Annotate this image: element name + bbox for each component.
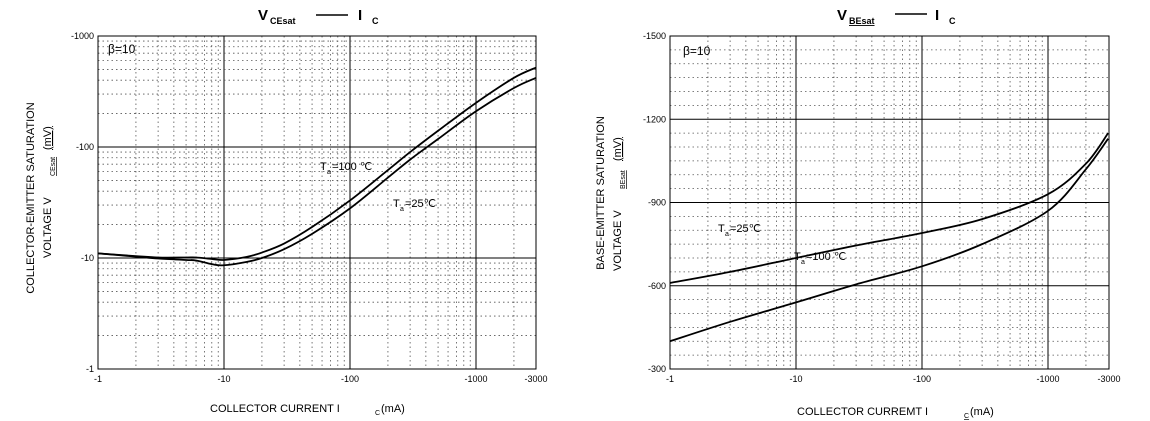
y-label-unit: (mV) <box>42 126 54 150</box>
series-line <box>669 138 1109 343</box>
series-label-text: =100 ℃ <box>806 251 846 263</box>
title-ic: I <box>358 7 362 24</box>
x-tick-label: -1000 <box>464 374 487 384</box>
series-lines <box>669 132 1109 343</box>
x-tick-label: -10 <box>789 374 802 384</box>
series-label-sub: a <box>400 206 404 213</box>
x-axis-label: COLLECTOR CURREMT I C (mA) <box>797 406 994 420</box>
series-label-25c: T a =25℃ <box>393 198 436 213</box>
series-line <box>669 132 1109 284</box>
title-v: V <box>258 7 268 24</box>
x-tick-label: -10 <box>217 374 230 384</box>
vbesat-chart: V BEsat I C -1 -10 -100 -1000 -3000 -300 -600… <box>595 7 1121 420</box>
y-tick-label: -1200 <box>643 114 666 124</box>
y-label-line1: COLLECTOR-EMITTER SATURATION <box>25 102 37 293</box>
x-label-unit: (mA) <box>970 406 994 418</box>
vcesat-chart-panel: V CEsat I C -1 -10 -100 -1000 -3000 -1 -10 -10… <box>25 7 548 417</box>
series-label-text: =25℃ <box>405 198 436 210</box>
series-label-t: T <box>320 161 327 173</box>
y-tick-label: -1500 <box>643 31 666 41</box>
series-line <box>97 66 537 261</box>
y-axis-label: COLLECTOR-EMITTER SATURATION VOLTAGE V C… <box>25 102 57 293</box>
x-axis-label: COLLECTOR CURRENT I C (mA) <box>210 403 405 417</box>
x-tick-labels: -1 -10 -100 -1000 -3000 <box>94 374 548 384</box>
title-v: V <box>837 7 847 24</box>
y-label-line1: BASE-EMITTER SATURATION <box>595 116 607 270</box>
title-ic: I <box>935 7 939 24</box>
x-label-text: COLLECTOR CURRENT <box>210 403 337 415</box>
y-tick-label: -300 <box>648 364 666 374</box>
title-ic-sub: C <box>949 16 956 26</box>
y-label-line2: VOLTAGE V <box>612 210 624 271</box>
series-label-100c: T a =100 ℃ <box>794 251 846 266</box>
series-label-sub: a <box>801 259 805 266</box>
title-v-sub: CEsat <box>270 16 296 26</box>
vcesat-chart: V CEsat I C -1 -10 -100 -1000 -3000 -1 -10 -10… <box>25 7 548 417</box>
y-label-line2: VOLTAGE V <box>42 197 54 258</box>
series-label-text: =100 ℃ <box>332 161 372 173</box>
y-tick-label: -10 <box>81 253 94 263</box>
svg-text:COLLECTOR CURRENT I: COLLECTOR CURRENT I <box>210 403 340 415</box>
x-tick-label: -100 <box>913 374 931 384</box>
y-label-unit: (mV) <box>612 137 624 161</box>
y-tick-label: -1000 <box>71 31 94 41</box>
chart-title: V BEsat I C <box>837 7 956 26</box>
x-label-symbol: I <box>925 406 928 418</box>
grid <box>98 36 536 369</box>
x-tick-label: -1000 <box>1036 374 1059 384</box>
series-line <box>97 76 537 267</box>
x-label-sub: C <box>375 410 380 417</box>
chart-title: V CEsat I C <box>258 7 379 26</box>
x-tick-label: -100 <box>341 374 359 384</box>
series-label-text: =25℃ <box>730 223 761 235</box>
beta-label: β=10 <box>683 44 711 58</box>
x-tick-label: -1 <box>666 374 674 384</box>
x-label-sub: C <box>964 413 969 420</box>
plot-frame <box>669 35 1110 370</box>
title-ic-sub: C <box>372 16 379 26</box>
y-label-sub: CEsat <box>50 157 57 176</box>
y-tick-labels: -300 -600 -900 -1200 -1500 <box>643 31 666 374</box>
svg-text:COLLECTOR CURREMT I: COLLECTOR CURREMT I <box>797 406 928 418</box>
series-label-t: T <box>718 223 725 235</box>
grid <box>670 36 1109 369</box>
x-label-symbol: I <box>337 403 340 415</box>
title-v-sub: BEsat <box>849 16 875 26</box>
y-tick-label: -900 <box>648 198 666 208</box>
x-tick-label: -3000 <box>1097 374 1120 384</box>
series-lines <box>97 66 537 267</box>
series-label-t: T <box>393 198 400 210</box>
series-label-25c: T a =25℃ <box>718 223 761 238</box>
vbesat-chart-panel: V BEsat I C -1 -10 -100 -1000 -3000 -300 -600… <box>575 0 1150 421</box>
x-label-text: COLLECTOR CURREMT <box>797 406 925 418</box>
y-tick-label: -600 <box>648 281 666 291</box>
x-tick-label: -1 <box>94 374 102 384</box>
x-tick-label: -3000 <box>524 374 547 384</box>
x-tick-labels: -1 -10 -100 -1000 -3000 <box>666 374 1121 384</box>
beta-label: β=10 <box>108 42 136 56</box>
y-axis-label: BASE-EMITTER SATURATION VOLTAGE V BEsat … <box>595 116 627 271</box>
x-label-unit: (mA) <box>381 403 405 415</box>
series-label-sub: a <box>327 169 331 176</box>
series-label-100c: T a =100 ℃ <box>320 161 372 176</box>
series-label-t: T <box>794 251 801 263</box>
y-tick-label: -100 <box>76 142 94 152</box>
series-label-sub: a <box>725 231 729 238</box>
y-tick-label: -1 <box>86 364 94 374</box>
plot-frame <box>97 35 537 370</box>
y-label-sub: BEsat <box>620 170 627 189</box>
y-tick-labels: -1 -10 -100 -1000 <box>71 31 94 374</box>
